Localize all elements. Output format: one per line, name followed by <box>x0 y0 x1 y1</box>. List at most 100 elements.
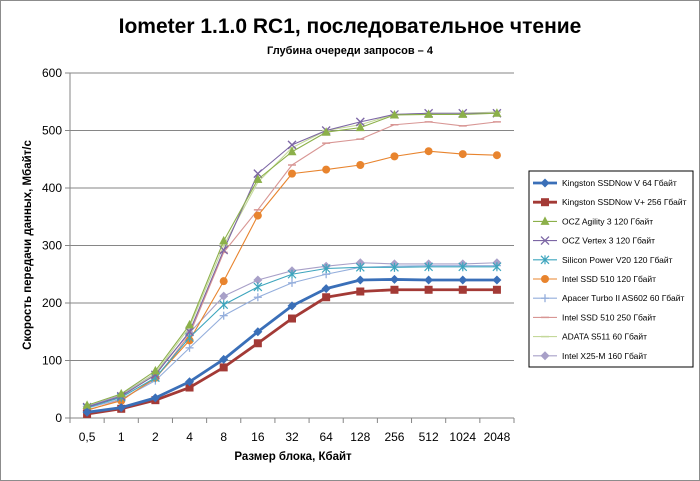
data-point <box>185 343 194 352</box>
legend-label: OCZ Vertex 3 120 Гбайт <box>562 236 655 246</box>
x-tick-label: 0,5 <box>79 430 96 444</box>
legend-entry: Intel SSD 510 250 Гбайт <box>533 312 656 322</box>
legend-label: Silicon Power V20 120 Гбайт <box>562 255 673 265</box>
legend-entry: Intel X25-M 160 Гбайт <box>533 351 647 361</box>
x-axis-title: Размер блока, Кбайт <box>234 451 352 463</box>
data-point <box>321 284 331 294</box>
data-point <box>541 198 549 207</box>
data-point <box>356 287 365 296</box>
series-2 <box>82 108 502 409</box>
data-point <box>355 275 365 285</box>
data-point <box>492 285 501 294</box>
legend-entry: Kingston SSDNow V+ 256 Гбайт <box>533 197 687 207</box>
data-point <box>253 211 262 220</box>
data-point <box>541 294 549 303</box>
legend-entry: OCZ Vertex 3 120 Гбайт <box>533 236 655 246</box>
legend-label: Intel SSD 510 120 Гбайт <box>562 274 656 284</box>
data-point <box>355 262 365 272</box>
data-point <box>355 122 365 132</box>
data-point <box>150 393 160 403</box>
y-tick-label: 200 <box>42 296 62 310</box>
data-point <box>458 150 467 159</box>
data-point <box>287 146 297 156</box>
data-point <box>389 109 399 119</box>
data-point <box>424 285 433 294</box>
legend-label: Kingston SSDNow V+ 256 Гбайт <box>562 197 687 207</box>
legend-entry: Intel SSD 510 120 Гбайт <box>533 274 656 284</box>
axes: 0 100 200 300 400 500 600 0,5 1 2 4 8 16 32 64 128 256 51… <box>42 66 515 444</box>
data-point <box>541 275 549 283</box>
data-point <box>288 169 296 178</box>
data-point <box>219 291 229 301</box>
data-point <box>540 216 550 225</box>
data-point <box>288 314 296 323</box>
series-line <box>86 278 497 414</box>
y-tick-label: 0 <box>55 411 62 425</box>
chart-title: Iometer 1.1.0 RC1, последовательное чтен… <box>119 15 582 38</box>
legend: Kingston SSDNow V 64 Гбайт Kingston SSDNo… <box>528 170 694 368</box>
data-point <box>253 339 262 348</box>
data-point <box>82 407 92 417</box>
data-point <box>321 264 331 273</box>
x-tick-label: 2048 <box>484 430 511 444</box>
series-7 <box>83 121 501 412</box>
data-point <box>458 109 468 118</box>
y-tick-label: 500 <box>42 124 62 138</box>
series-line <box>86 112 497 408</box>
data-point <box>219 354 229 364</box>
data-point <box>492 275 502 285</box>
data-point <box>253 275 263 285</box>
data-point <box>150 365 160 375</box>
data-point <box>540 255 550 265</box>
series-0 <box>82 274 502 417</box>
legend-label: ADATA S511 60 Гбайт <box>562 332 647 342</box>
gridlines <box>70 72 514 361</box>
data-point <box>253 327 263 337</box>
data-point <box>287 269 297 279</box>
series-line <box>86 265 497 409</box>
legend-label: Kingston SSDNow V 64 Гбайт <box>562 178 677 188</box>
y-axis-title: Скорость передачи данных, Мбайт/с <box>22 140 34 350</box>
legend-entry: Silicon Power V20 120 Гбайт <box>533 255 673 265</box>
data-point <box>219 311 228 320</box>
data-point <box>219 235 229 245</box>
data-point <box>540 236 550 246</box>
data-point <box>356 161 365 169</box>
legend-entry: OCZ Agility 3 120 Гбайт <box>533 216 653 226</box>
data-point <box>116 388 126 398</box>
chart-subtitle: Глубина очереди запросов – 4 <box>267 45 434 57</box>
legend-box <box>528 170 694 368</box>
x-tick-label: 4 <box>186 430 193 444</box>
data-point <box>424 262 434 272</box>
x-tick-label: 16 <box>251 430 265 444</box>
data-point <box>390 285 399 294</box>
series-6 <box>83 261 501 413</box>
legend-entry: Kingston SSDNow V 64 Гбайт <box>533 178 677 188</box>
data-point <box>458 285 467 294</box>
data-point <box>322 165 331 174</box>
data-point <box>492 151 501 160</box>
data-point <box>82 400 92 409</box>
series-line <box>86 111 497 409</box>
legend-entry: ADATA S511 60 Гбайт <box>533 332 647 342</box>
y-tick-label: 600 <box>42 66 62 80</box>
data-point <box>424 275 434 285</box>
x-tick-label: 256 <box>384 430 404 444</box>
x-tick-label: 128 <box>350 430 370 444</box>
x-tick-label: 64 <box>319 430 333 444</box>
legend-label: Intel X25-M 160 Гбайт <box>562 351 647 361</box>
data-point <box>253 174 263 183</box>
data-point <box>219 300 229 310</box>
data-point <box>219 363 228 372</box>
x-tick-label: 32 <box>285 430 299 444</box>
legend-label: OCZ Agility 3 120 Гбайт <box>562 216 653 226</box>
data-point <box>492 262 502 272</box>
data-point <box>390 262 399 272</box>
data-point <box>321 127 331 136</box>
legend-label: Intel SSD 510 250 Гбайт <box>562 312 656 322</box>
data-point <box>185 383 194 392</box>
legend-label: Apacer Turbo II AS602 60 Гбайт <box>562 293 684 303</box>
x-tick-label: 1 <box>118 430 125 444</box>
data-point <box>540 178 550 188</box>
